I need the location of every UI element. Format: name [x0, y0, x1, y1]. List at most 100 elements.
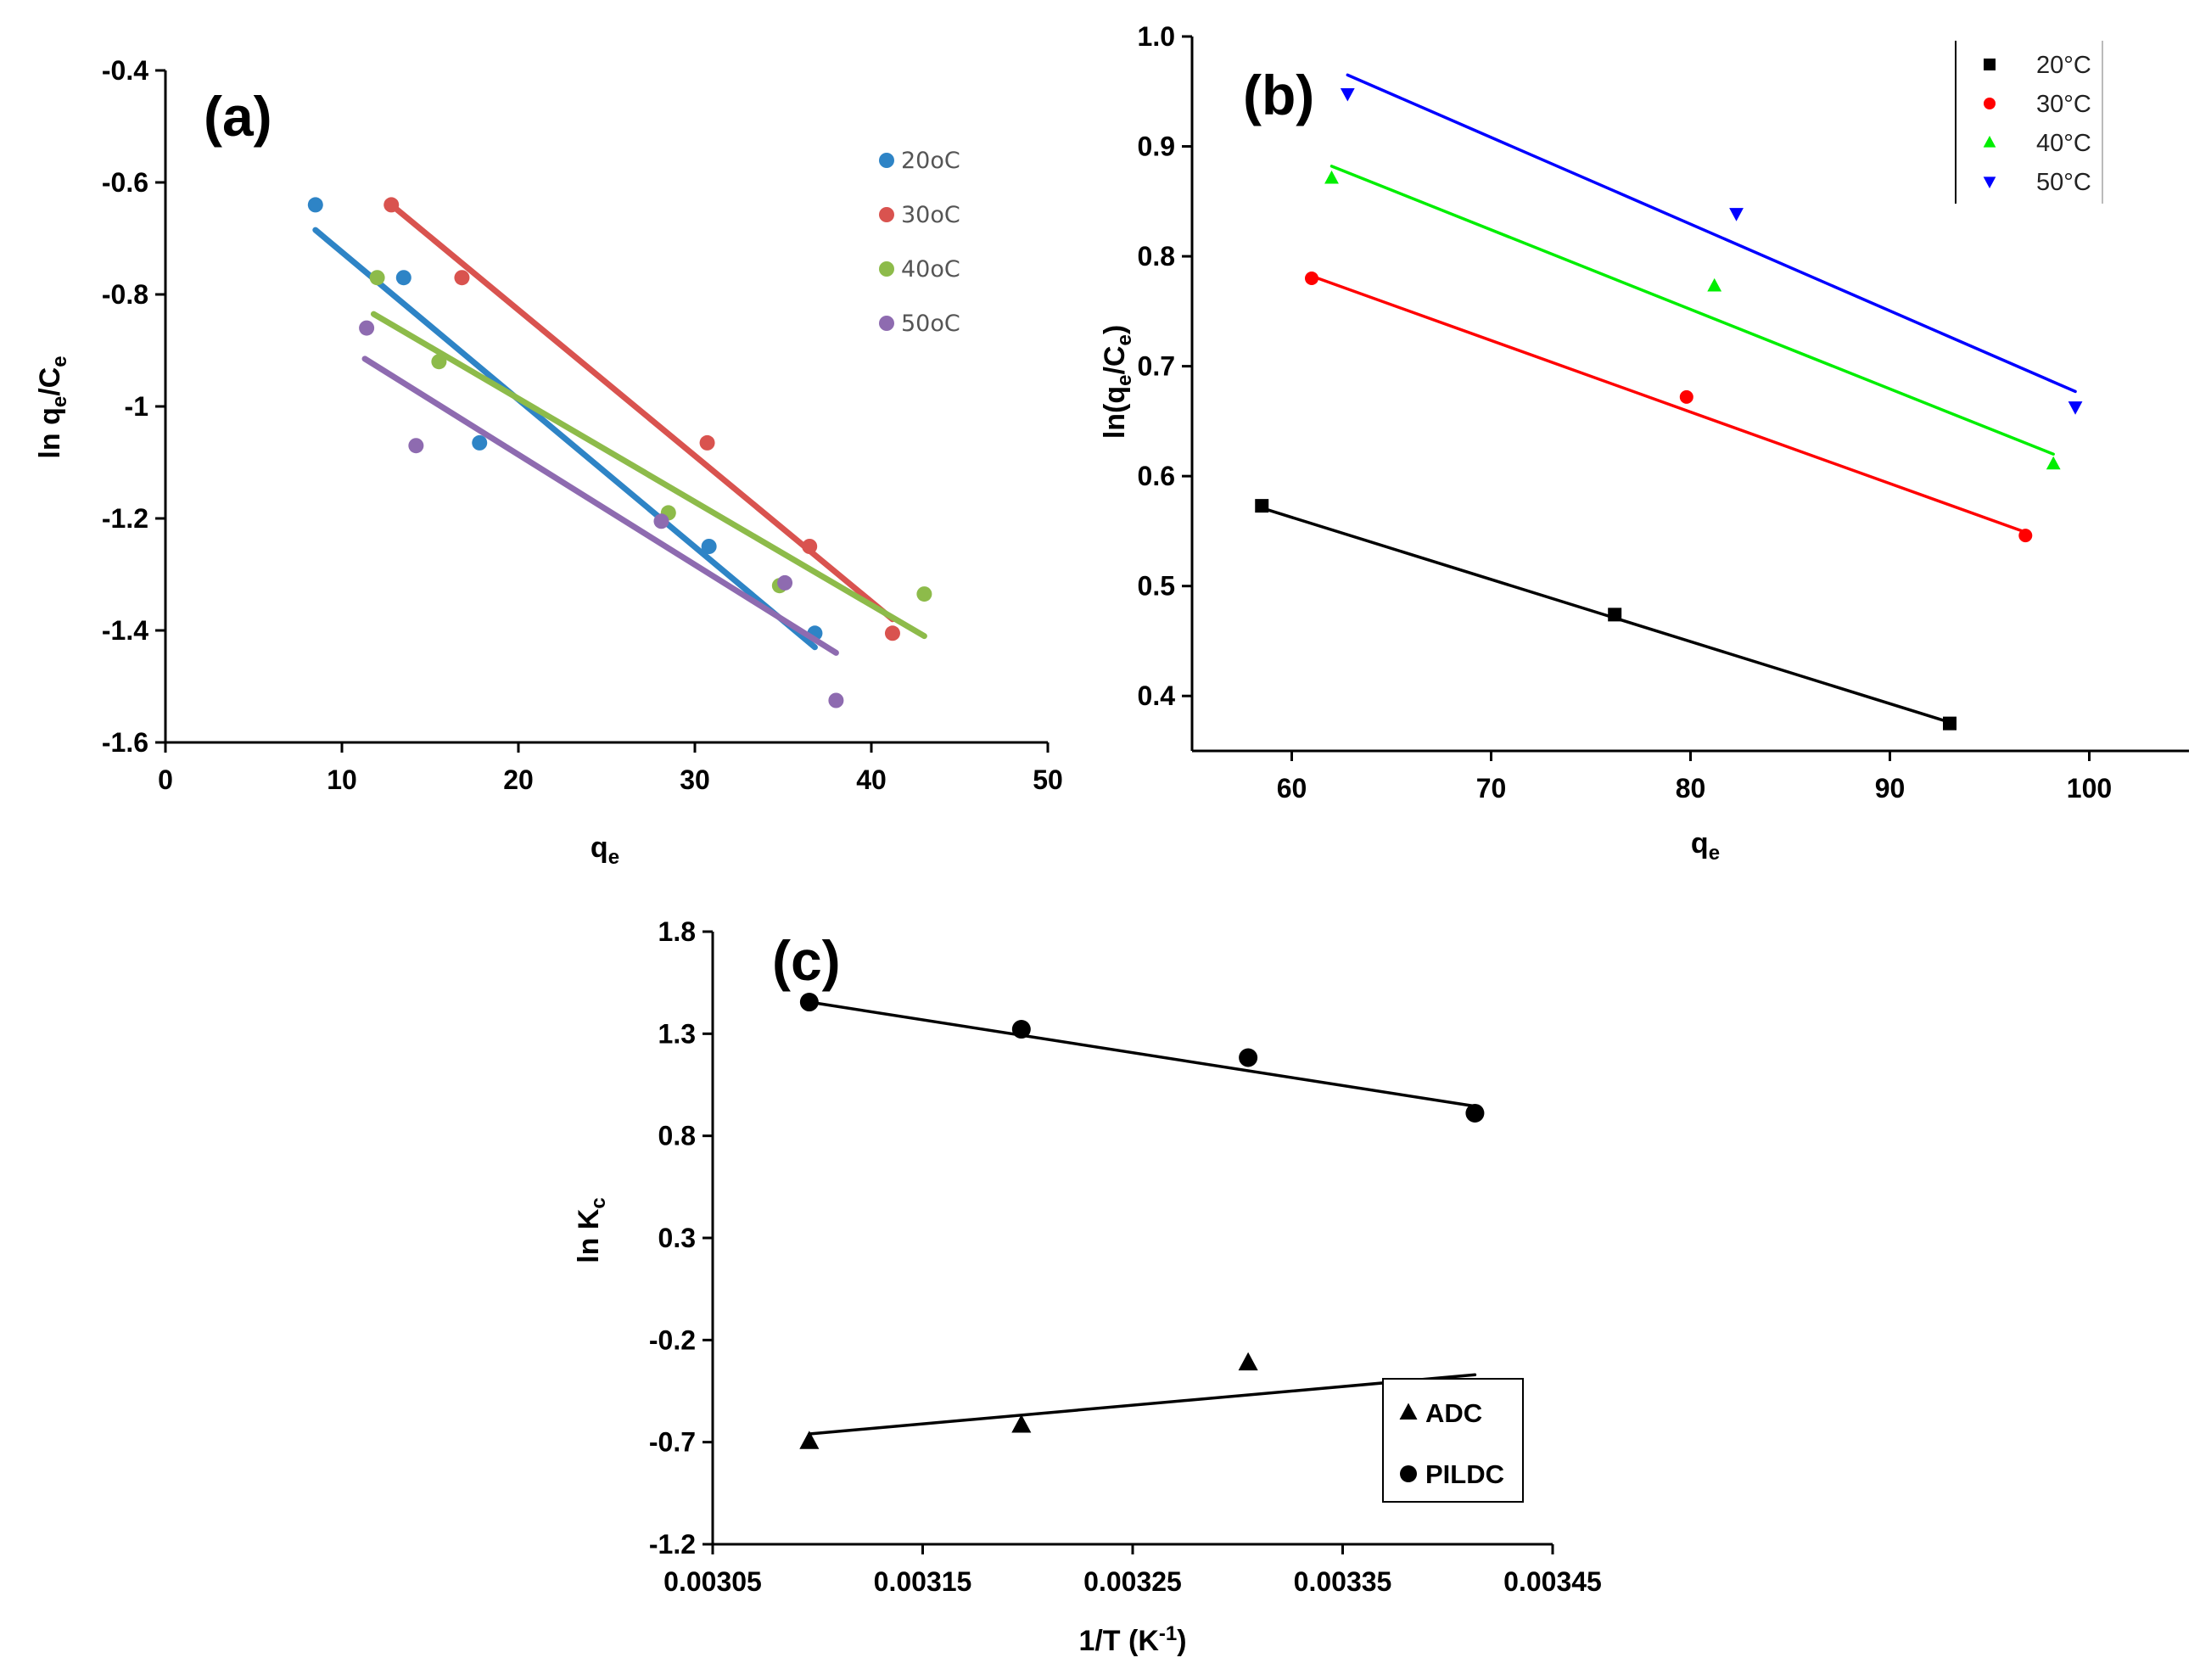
data-point [1707, 277, 1722, 292]
fit-line [388, 201, 896, 623]
y-tick-label: 1.0 [1138, 21, 1175, 52]
x-tick-label: 0.00315 [874, 1566, 972, 1597]
fit-line [1330, 165, 2055, 456]
x-tick-label: 0 [158, 764, 173, 795]
x-tick-label: 80 [1676, 773, 1706, 804]
series-20°C [1255, 499, 1956, 731]
legend-marker [879, 316, 894, 331]
fit-line [808, 1000, 1477, 1108]
x-axis-label: qe [1691, 827, 1720, 865]
data-point [1465, 1103, 1485, 1123]
series-PILDC [799, 993, 1485, 1123]
y-tick-label: -0.2 [649, 1324, 696, 1355]
legend-label: 40oC [901, 256, 960, 283]
y-tick-label: -0.7 [649, 1427, 696, 1458]
y-tick-label: -1.4 [102, 615, 148, 646]
panel-a-label: (a) [204, 85, 272, 148]
data-point [701, 539, 717, 554]
legend-label: 50oC [901, 311, 960, 337]
y-tick-label: -0.8 [102, 279, 148, 310]
legend-label: 20°C [2036, 52, 2091, 79]
data-point [472, 434, 488, 451]
y-tick-label: 0.6 [1138, 461, 1175, 491]
series-30oC [383, 197, 900, 641]
legend-marker [879, 261, 894, 277]
data-point [802, 539, 818, 554]
y-tick-label: 1.8 [658, 916, 696, 947]
data-point [1340, 87, 1355, 102]
fit-line [1310, 274, 2028, 534]
data-point [408, 438, 424, 454]
data-point [699, 434, 715, 451]
series-ADC [799, 1352, 1485, 1449]
x-axis-label: qe [591, 832, 619, 869]
data-point [307, 197, 323, 213]
y-tick-label: 1.3 [658, 1018, 696, 1049]
data-point [1305, 271, 1318, 285]
fit-line [1260, 506, 1951, 725]
legend-label: PILDC [1425, 1459, 1504, 1489]
panel-c-label: (c) [772, 929, 841, 992]
y-tick-label: 0.5 [1138, 571, 1175, 602]
legend-label: 50°C [2036, 169, 2091, 196]
data-point [1011, 1414, 1032, 1433]
x-tick-label: 0.00335 [1294, 1566, 1392, 1597]
y-tick-label: -0.4 [102, 55, 148, 86]
fit-line [361, 356, 839, 656]
legend-marker [1983, 176, 1996, 189]
data-point [1255, 499, 1269, 513]
data-point [828, 692, 844, 708]
x-tick-label: 30 [680, 764, 710, 795]
data-point [1679, 389, 1693, 404]
legend-marker [879, 207, 894, 222]
x-tick-label: 40 [856, 764, 887, 795]
y-tick-label: -1.2 [649, 1529, 696, 1560]
legend-marker [879, 153, 894, 168]
y-tick-label: -1 [125, 391, 148, 422]
data-point [1238, 1352, 1258, 1371]
x-tick-label: 100 [2067, 773, 2112, 804]
legend-marker [1983, 135, 1996, 148]
legend-marker [1399, 1403, 1418, 1420]
series-20oC [307, 197, 823, 651]
panel-b: (b) 0.4 0.5 0.6 0.7 0.8 0.9 1.0 60 70 80 90 100 qe ln… [1099, 21, 2189, 865]
x-tick-label: 0.00345 [1503, 1566, 1602, 1597]
data-point [916, 586, 932, 602]
legend-label: 30oC [901, 202, 960, 228]
legend-label: 20oC [901, 148, 960, 174]
data-point [777, 574, 793, 591]
series-50°C [1340, 73, 2083, 415]
data-point [1943, 716, 1956, 731]
data-point [884, 625, 900, 641]
series-50oC [359, 320, 844, 708]
x-tick-label: 0.00305 [663, 1566, 762, 1597]
y-axis-label: ln qe/Ce [34, 356, 71, 458]
data-point [359, 320, 375, 336]
data-point [2046, 456, 2061, 470]
y-tick-label: 0.9 [1138, 132, 1175, 162]
legend-marker [1984, 98, 1996, 109]
series-30°C [1305, 271, 2033, 543]
data-point [1729, 208, 1744, 221]
fit-line [312, 227, 818, 651]
panel-a: (a) -1.6 -1.4 -1.2 -1 -0.8 -0.6 -0.4 0 10 20 30 40 5… [34, 55, 1063, 869]
panel-b-label: (b) [1243, 64, 1314, 126]
x-tick-label: 90 [1875, 773, 1906, 804]
fit-line [1346, 73, 2077, 394]
legend-label: 40°C [2036, 130, 2091, 157]
data-point [383, 197, 400, 213]
panel-c: (c) -1.2 -0.7 -0.2 0.3 0.8 1.3 1.8 0.00305 0.003… [573, 916, 1602, 1657]
y-tick-label: -1.6 [102, 727, 148, 758]
fit-line [370, 311, 927, 640]
x-tick-label: 50 [1033, 764, 1063, 795]
data-point [2018, 529, 2033, 543]
x-tick-label: 60 [1277, 773, 1307, 804]
y-tick-label: -0.6 [102, 167, 148, 198]
x-tick-label: 10 [327, 764, 357, 795]
y-tick-label: 0.3 [658, 1223, 696, 1253]
data-point [799, 1431, 820, 1449]
x-axis-label: 1/T (K-1) [1078, 1622, 1186, 1657]
data-point [2068, 401, 2083, 415]
data-point [1608, 608, 1622, 622]
